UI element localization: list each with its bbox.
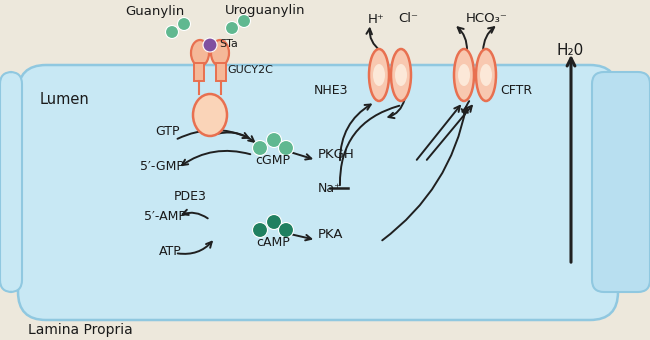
Text: PKGH: PKGH — [318, 148, 355, 161]
Text: Guanylin: Guanylin — [125, 5, 185, 18]
Text: STa: STa — [219, 39, 238, 49]
Ellipse shape — [211, 40, 229, 66]
Text: NHE3: NHE3 — [313, 84, 348, 97]
Text: cGMP: cGMP — [255, 154, 291, 167]
Text: cAMP: cAMP — [256, 236, 290, 249]
Ellipse shape — [458, 64, 470, 86]
Circle shape — [166, 26, 179, 38]
Text: 5′-GMP: 5′-GMP — [140, 160, 184, 173]
Text: HCO₃⁻: HCO₃⁻ — [466, 12, 508, 25]
Ellipse shape — [454, 49, 474, 101]
Circle shape — [266, 215, 281, 230]
Circle shape — [203, 38, 217, 52]
Text: CFTR: CFTR — [500, 84, 532, 97]
Circle shape — [278, 222, 294, 238]
Ellipse shape — [476, 49, 496, 101]
Ellipse shape — [193, 94, 227, 136]
Text: ATP: ATP — [159, 245, 181, 258]
FancyBboxPatch shape — [592, 72, 650, 292]
Bar — [194, 63, 204, 81]
Text: H⁺: H⁺ — [368, 13, 384, 26]
Text: Cl⁻: Cl⁻ — [398, 12, 418, 25]
Ellipse shape — [391, 49, 411, 101]
Text: Na⁺: Na⁺ — [318, 182, 342, 195]
Text: H₂0: H₂0 — [556, 43, 584, 58]
Text: Lumen: Lumen — [40, 92, 90, 107]
Bar — [216, 63, 226, 81]
Ellipse shape — [373, 64, 385, 86]
Circle shape — [252, 140, 268, 155]
Circle shape — [237, 15, 250, 28]
FancyBboxPatch shape — [0, 72, 22, 292]
Text: Uroguanylin: Uroguanylin — [225, 4, 306, 17]
Circle shape — [266, 133, 281, 148]
Ellipse shape — [480, 64, 492, 86]
Text: GUCY2C: GUCY2C — [227, 65, 273, 75]
Text: PKA: PKA — [318, 228, 343, 241]
Text: Lamina Propria: Lamina Propria — [28, 323, 133, 337]
Text: 5′-AMP: 5′-AMP — [144, 210, 186, 223]
Circle shape — [177, 17, 190, 31]
Circle shape — [278, 140, 294, 155]
Text: PDE3: PDE3 — [174, 190, 207, 203]
Ellipse shape — [369, 49, 389, 101]
Ellipse shape — [191, 40, 209, 66]
FancyBboxPatch shape — [18, 65, 618, 320]
Circle shape — [226, 21, 239, 34]
Circle shape — [252, 222, 268, 238]
Text: GTP: GTP — [156, 125, 180, 138]
Ellipse shape — [395, 64, 407, 86]
